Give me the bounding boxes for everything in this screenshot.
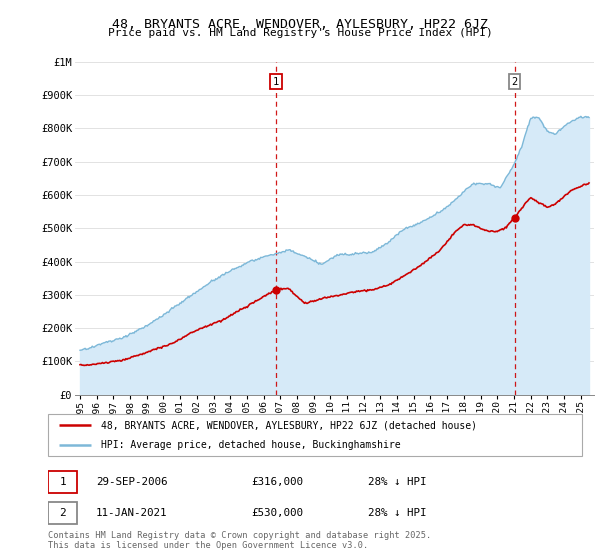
FancyBboxPatch shape xyxy=(48,414,582,456)
FancyBboxPatch shape xyxy=(48,502,77,524)
Text: Price paid vs. HM Land Registry's House Price Index (HPI): Price paid vs. HM Land Registry's House … xyxy=(107,28,493,38)
Text: 48, BRYANTS ACRE, WENDOVER, AYLESBURY, HP22 6JZ: 48, BRYANTS ACRE, WENDOVER, AYLESBURY, H… xyxy=(112,18,488,31)
Text: 29-SEP-2006: 29-SEP-2006 xyxy=(96,477,167,487)
Text: 1: 1 xyxy=(273,77,279,87)
Text: Contains HM Land Registry data © Crown copyright and database right 2025.
This d: Contains HM Land Registry data © Crown c… xyxy=(48,531,431,550)
Text: 2: 2 xyxy=(511,77,518,87)
Text: 28% ↓ HPI: 28% ↓ HPI xyxy=(368,508,427,518)
Text: 48, BRYANTS ACRE, WENDOVER, AYLESBURY, HP22 6JZ (detached house): 48, BRYANTS ACRE, WENDOVER, AYLESBURY, H… xyxy=(101,421,478,430)
FancyBboxPatch shape xyxy=(48,471,77,493)
Text: 1: 1 xyxy=(59,477,66,487)
Text: 11-JAN-2021: 11-JAN-2021 xyxy=(96,508,167,518)
Text: HPI: Average price, detached house, Buckinghamshire: HPI: Average price, detached house, Buck… xyxy=(101,441,401,450)
Text: 2: 2 xyxy=(59,508,66,518)
Text: 28% ↓ HPI: 28% ↓ HPI xyxy=(368,477,427,487)
Text: £530,000: £530,000 xyxy=(251,508,303,518)
Text: £316,000: £316,000 xyxy=(251,477,303,487)
